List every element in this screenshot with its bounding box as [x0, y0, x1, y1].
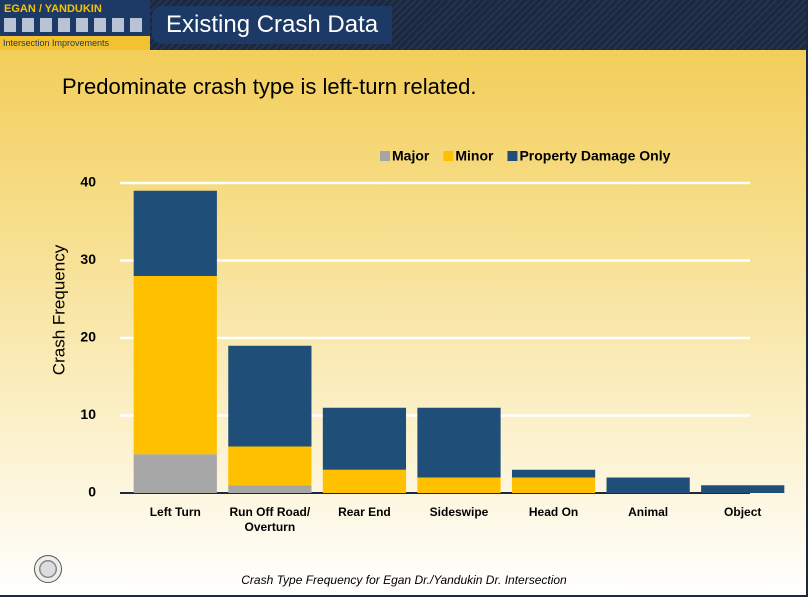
bar-segment	[417, 478, 500, 494]
legend-label: Property Damage Only	[519, 148, 670, 164]
x-tick-label: Run Off Road/ Overturn	[228, 505, 312, 535]
y-tick-label: 10	[80, 406, 96, 422]
legend-swatch	[380, 151, 390, 161]
bar-segment	[512, 478, 595, 494]
y-tick-label: 30	[80, 251, 96, 267]
bar-segment	[134, 191, 217, 276]
bar-segment	[228, 447, 311, 486]
bar-segment	[323, 470, 406, 493]
bar-segment	[134, 454, 217, 493]
bar-segment	[323, 408, 406, 470]
bar-segment	[701, 485, 784, 493]
bar-segment	[228, 346, 311, 447]
y-tick-label: 40	[80, 174, 96, 190]
x-tick-label: Object	[701, 505, 785, 520]
y-axis-label: Crash Frequency	[49, 244, 68, 375]
legend-label: Major	[392, 148, 430, 164]
legend-swatch	[443, 151, 453, 161]
slide: EGAN / YANDUKIN Intersection Improvement…	[0, 0, 808, 597]
caption: Crash Type Frequency for Egan Dr./Yanduk…	[0, 573, 808, 587]
bar-segment	[134, 276, 217, 454]
legend-label: Minor	[455, 148, 494, 164]
x-tick-label: Rear End	[322, 505, 406, 520]
y-tick-label: 0	[88, 484, 96, 500]
x-tick-label: Animal	[606, 505, 690, 520]
bar-segment	[228, 485, 311, 493]
legend-swatch	[507, 151, 517, 161]
x-tick-label: Left Turn	[133, 505, 217, 520]
bar-segment	[607, 478, 690, 494]
bar-segment	[512, 470, 595, 478]
bar-segment	[417, 408, 500, 478]
y-tick-label: 20	[80, 329, 96, 345]
x-tick-label: Head On	[512, 505, 596, 520]
x-tick-label: Sideswipe	[417, 505, 501, 520]
